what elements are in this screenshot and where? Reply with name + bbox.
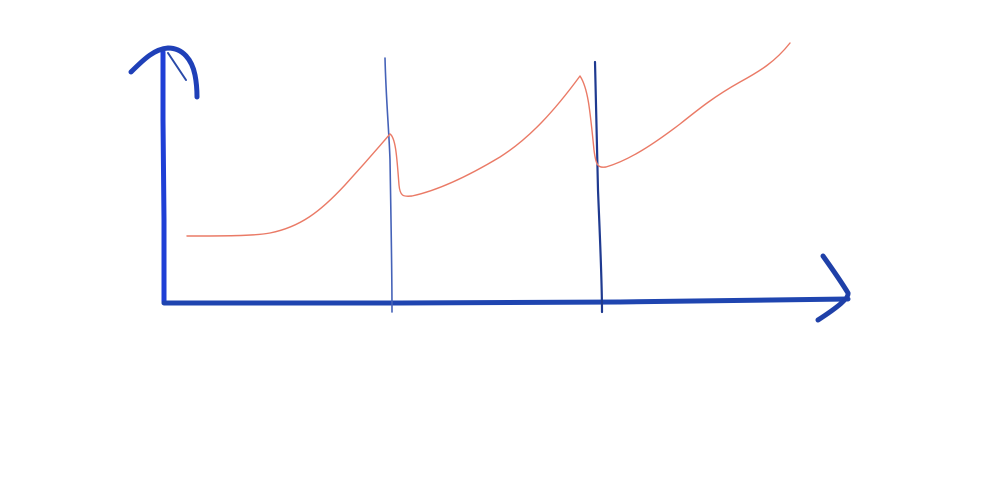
y-axis xyxy=(160,49,167,305)
x-axis-arrowhead xyxy=(815,253,851,323)
divider-line xyxy=(593,60,604,314)
arrowhead-stroke xyxy=(167,52,187,81)
divider-line xyxy=(384,57,393,313)
y-axis-arrowhead xyxy=(128,45,200,100)
sketch-curve xyxy=(186,42,791,237)
x-axis xyxy=(161,296,851,306)
